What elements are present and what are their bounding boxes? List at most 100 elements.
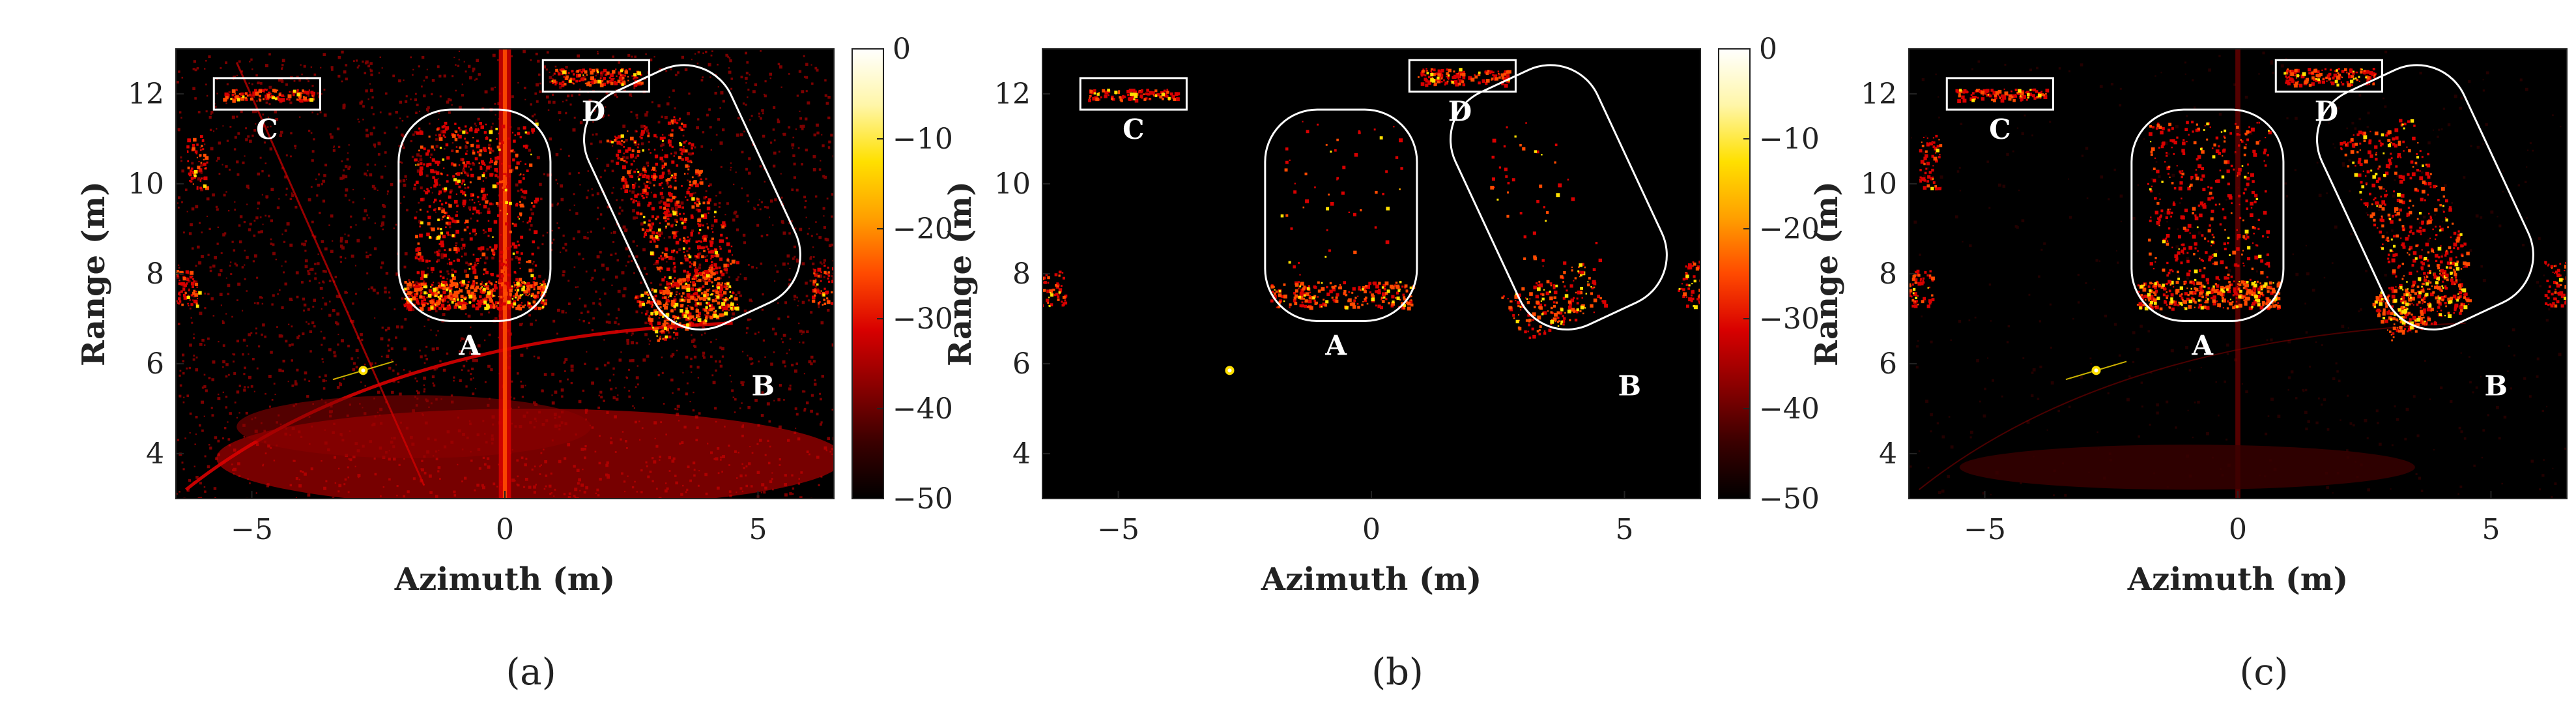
sar-image: A B C D	[1909, 49, 2567, 499]
sar-image: A B C D	[176, 49, 834, 499]
y-tick-label: 4	[146, 437, 164, 471]
region-a-outline	[397, 108, 552, 322]
x-tick-label: 5	[2482, 513, 2500, 546]
region-d-label: D	[2315, 96, 2338, 128]
region-c-outline	[1079, 77, 1188, 111]
diagonal-artifact	[235, 62, 425, 486]
region-d-label: D	[582, 96, 605, 128]
range-arc-artifact	[1918, 322, 2466, 490]
clutter-speckle	[176, 50, 834, 499]
colorbar-tick-label: −10	[893, 123, 953, 156]
region-a-label: A	[2191, 329, 2214, 361]
region-d-outline	[2274, 59, 2383, 93]
target-c-scatter	[223, 88, 315, 103]
point-target-core	[361, 368, 365, 373]
colorbar-tick-label: −30	[1759, 302, 1820, 336]
y-tick-label: 8	[146, 257, 164, 291]
x-tick-label: 5	[749, 513, 767, 546]
x-tick-label: 5	[1615, 513, 1633, 546]
x-axis-label: Azimuth (m)	[2127, 561, 2348, 598]
colorbar	[852, 48, 884, 499]
y-tick-label: 12	[1861, 78, 1897, 111]
y-axis-label: Range (m)	[76, 181, 112, 366]
x-tick-label: 0	[2229, 513, 2247, 546]
target-b-scatter-base	[1501, 263, 1608, 340]
x-axis-label: Azimuth (m)	[394, 561, 615, 598]
region-b-outline	[1450, 64, 1668, 331]
point-target-core	[1227, 368, 1232, 373]
near-range-clutter-band	[1959, 445, 2415, 490]
colorbar-tick-label: 0	[893, 33, 911, 66]
y-tick-label: 6	[1012, 347, 1031, 381]
target-a-scatter-base	[2136, 280, 2281, 311]
y-axis-label: Range (m)	[942, 181, 979, 366]
x-axis-label: Azimuth (m)	[1261, 561, 1481, 598]
panel-caption: (b)	[1371, 651, 1424, 694]
panel-caption: (a)	[506, 651, 556, 694]
region-a-label: A	[458, 329, 481, 361]
target-b-scatter-body	[2340, 119, 2470, 289]
y-tick-label: 4	[1012, 437, 1031, 471]
y-tick-label: 8	[1879, 257, 1897, 291]
region-b-label: B	[751, 370, 775, 402]
region-c-label: C	[1989, 113, 2011, 145]
y-tick-label: 6	[1879, 347, 1897, 381]
region-a-outline	[2130, 108, 2285, 322]
left-edge-scatter	[1042, 271, 1068, 308]
colorbar-tick-label: −20	[893, 212, 953, 246]
target-d-scatter	[551, 68, 644, 87]
region-b-outline	[2316, 64, 2534, 331]
target-d-scatter	[2283, 68, 2377, 88]
left-edge-scatter-upper	[186, 135, 209, 190]
right-edge-scatter	[812, 265, 834, 306]
target-c-scatter	[1955, 88, 2050, 104]
y-tick-label: 10	[1861, 168, 1897, 201]
region-c-outline	[1945, 77, 2054, 111]
target-b-scatter-body	[606, 116, 739, 289]
y-tick-label: 4	[1879, 437, 1897, 471]
panel-caption: (c)	[2239, 651, 2288, 694]
sar-image: A B C D	[1042, 59, 1700, 402]
left-edge-scatter	[1909, 269, 1935, 308]
region-b-label: B	[1618, 370, 1641, 402]
target-a-scatter-base	[403, 280, 548, 312]
colorbar-tick-label: −40	[1759, 392, 1820, 426]
region-c-label: C	[1123, 113, 1144, 145]
y-tick-label: 8	[1012, 257, 1031, 291]
x-tick-label: −5	[1097, 513, 1139, 546]
left-edge-scatter-upper	[1919, 134, 1943, 191]
colorbar	[1718, 48, 1751, 499]
region-c-label: C	[256, 113, 278, 145]
region-d-outline	[1408, 59, 1517, 93]
y-tick-label: 12	[128, 78, 164, 111]
region-c-outline	[212, 77, 321, 111]
colorbar-tick-label: 0	[1759, 33, 1777, 66]
colorbar-tick-label: −50	[1759, 482, 1820, 516]
x-tick-label: −5	[1964, 513, 2006, 546]
clutter-band-inner	[236, 395, 592, 458]
target-b-scatter-base	[2372, 261, 2472, 342]
region-d-label: D	[1448, 96, 1472, 128]
image-background	[1042, 49, 1700, 499]
y-tick-label: 10	[128, 168, 164, 201]
azimuth-stripe-core	[502, 49, 508, 499]
region-d-outline	[541, 59, 650, 93]
colorbar-tick-label: −50	[893, 482, 953, 516]
target-d-scatter	[1418, 68, 1511, 88]
region-b-outline	[583, 64, 801, 331]
point-target-core	[2094, 368, 2098, 373]
region-b-label: B	[2484, 370, 2508, 402]
x-tick-label: 0	[1362, 513, 1381, 546]
x-tick-label: −5	[231, 513, 273, 546]
y-tick-label: 10	[994, 168, 1031, 201]
x-tick-label: 0	[496, 513, 514, 546]
azimuth-stripe	[2235, 49, 2240, 499]
y-tick-label: 6	[146, 347, 164, 381]
colorbar-tick-label: −40	[893, 392, 953, 426]
y-tick-label: 12	[994, 78, 1031, 111]
target-c-scatter	[1088, 89, 1181, 103]
